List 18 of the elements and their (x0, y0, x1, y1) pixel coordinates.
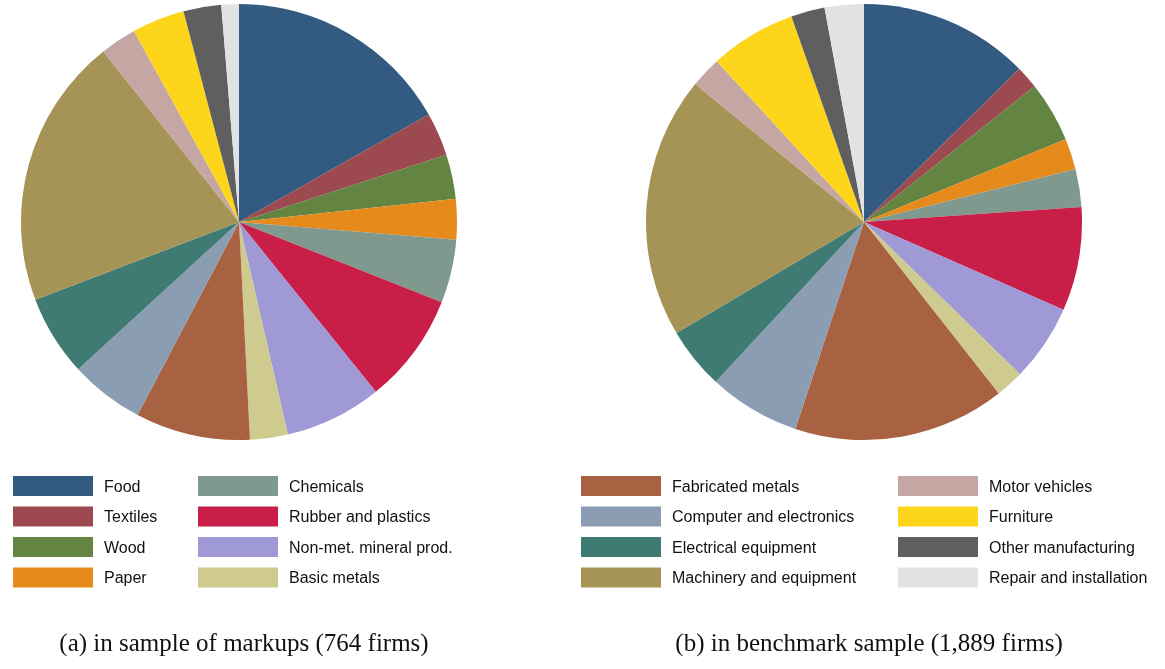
legend-label: Chemicals (289, 477, 364, 495)
legend-label: Rubber and plastics (289, 508, 431, 525)
legend-label: Non-met. mineral prod. (289, 538, 453, 556)
legend-label: Electrical equipment (672, 538, 817, 556)
legend-label: Textiles (104, 508, 158, 525)
legend-label: Repair and installation (989, 569, 1148, 586)
slice-label: (b) in benchmark sample (1,889 firms) (675, 629, 1063, 657)
legend-label: Other manufacturing (989, 538, 1135, 556)
legend-label: Motor vehicles (989, 477, 1093, 495)
legend-label: Food (104, 477, 141, 495)
legend-label: Paper (104, 569, 148, 586)
slice-label: (a) in sample of markups (764 firms) (59, 629, 429, 657)
legend-label: Computer and electronics (672, 508, 855, 525)
legend-label: Machinery and equipment (672, 569, 857, 586)
legend-label: Basic metals (289, 569, 380, 586)
legend-label: Furniture (989, 508, 1054, 525)
legend-label: Wood (104, 538, 146, 556)
legend-label: Fabricated metals (672, 477, 800, 495)
